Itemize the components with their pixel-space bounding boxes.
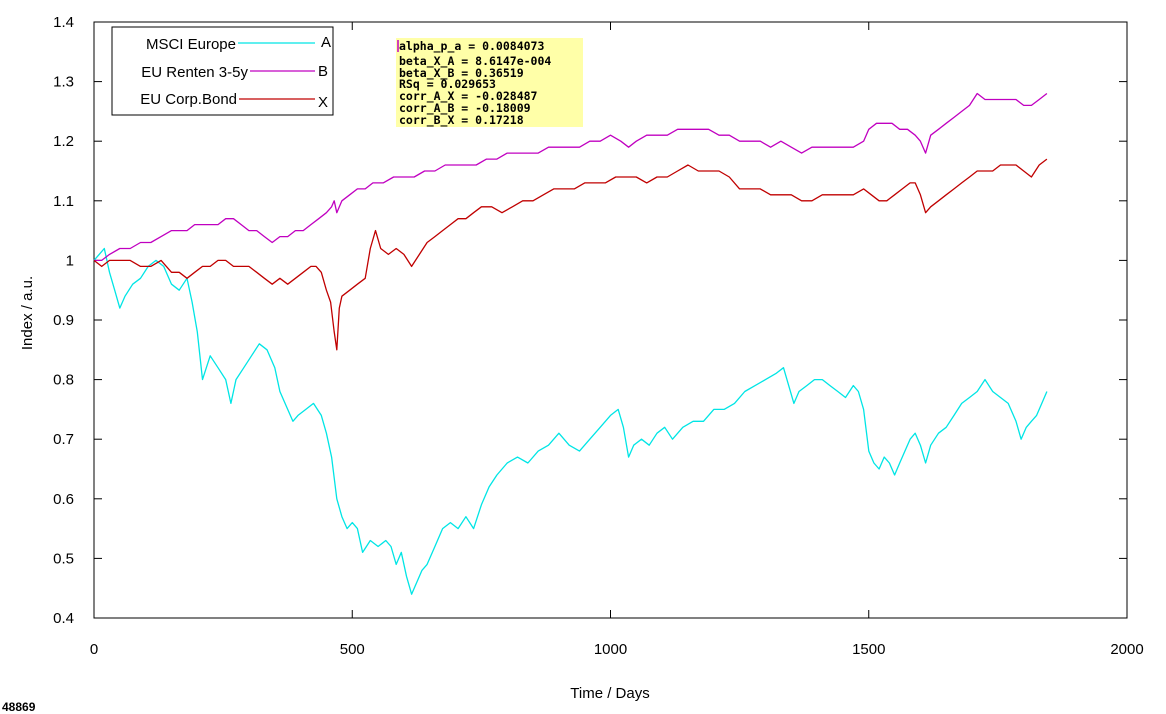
y-tick-label: 1.2 [53,133,74,150]
y-tick-label: 0.8 [53,372,74,389]
legend-label-x: EU Corp.Bond [140,91,237,108]
y-tick-label: 0.7 [53,431,74,448]
stats-line-3: beta_X_B = 0.36519 [399,66,524,81]
y-tick-label: 0.6 [53,491,74,508]
x-tick-label: 0 [90,641,98,658]
series-line-msci-europe [93,247,1048,595]
stats-line-2: beta_X_A = 8.6147e-004 [399,54,551,69]
legend: MSCI Europe A EU Renten 3-5y B EU Corp.B… [111,26,334,116]
legend-label-a: MSCI Europe [146,36,236,53]
legend-tag-a: A [321,34,331,51]
series-group [93,92,1048,595]
stats-line-1: alpha_p_a = 0.0084073 [399,39,544,54]
x-tick-label: 500 [340,641,365,658]
y-axis-label: Index / a.u. [19,276,36,350]
stats-annotation: alpha_p_a = 0.0084073 beta_X_A = 8.6147e… [396,38,583,128]
x-tick-label: 1500 [852,641,885,658]
x-axis-label: Time / Days [570,685,649,702]
series-line-eu-corp-bond [93,158,1048,351]
stats-annotation-box [396,38,583,127]
y-tick-label: 1.4 [53,14,74,31]
legend-label-b: EU Renten 3-5y [141,64,248,81]
stats-line-4: RSq = 0.029653 [399,77,496,91]
y-tick-label: 1.1 [53,193,74,210]
x-tick-label: 2000 [1110,641,1143,658]
y-tick-label: 0.4 [53,610,74,627]
y-tick-label: 1.3 [53,74,74,91]
x-axis-ticks: 0 500 1000 1500 2000 [90,22,1144,658]
x-tick-label: 1000 [594,641,627,658]
legend-tag-x: X [318,94,328,111]
stats-line-5: corr_A_X = -0.028487 [399,89,538,104]
stats-line-7: corr_B_X = 0.17218 [399,113,524,128]
page-id-label: 48869 [2,700,36,714]
series-line-eu-renten [94,92,1048,262]
y-tick-label: 0.9 [53,312,74,329]
y-tick-label: 1 [66,252,74,269]
stats-line-6: corr_A_B = -0.18009 [399,101,531,116]
y-tick-label: 0.5 [53,550,74,567]
y-axis-ticks: 0.4 0.5 0.6 0.7 0.8 0.9 1 1.1 1.2 1.3 1.4 [53,14,1127,627]
legend-tag-b: B [318,63,328,80]
